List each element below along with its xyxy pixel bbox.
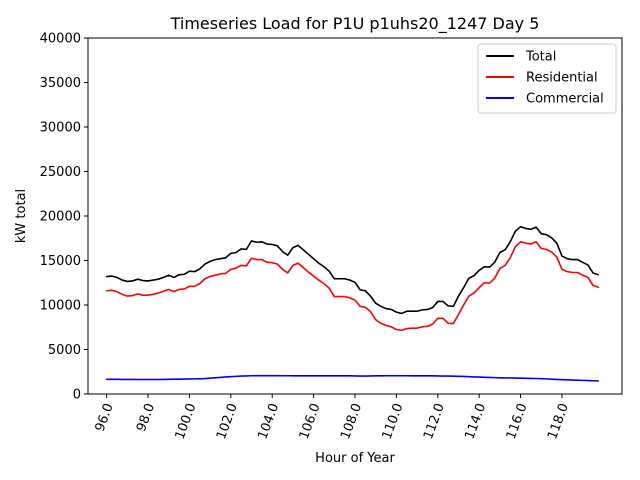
y-axis-ticks: 0 5000 10000 15000 20000 25000 30000 35000 40000 <box>40 32 88 403</box>
y-tick-label: 0 <box>73 388 81 403</box>
series-layer <box>105 225 600 382</box>
y-tick-label: 35000 <box>40 76 81 91</box>
legend-box <box>477 43 617 114</box>
legend-entries: Total Residential Commercial <box>486 50 604 107</box>
series-line-total <box>105 225 600 315</box>
y-tick-label: 20000 <box>40 210 81 225</box>
legend-label-commercial: Commercial <box>526 92 604 107</box>
y-tick-label: 10000 <box>40 299 81 314</box>
chart-title: Timeseries Load for P1U p1uhs20_1247 Day… <box>170 14 540 34</box>
y-tick-label: 40000 <box>40 32 81 47</box>
y-tick-label: 30000 <box>40 121 81 136</box>
y-axis-label: kW total <box>14 189 29 243</box>
legend-label-total: Total <box>525 50 556 65</box>
y-tick-label: 15000 <box>40 254 81 269</box>
legend: Total Residential Commercial <box>477 43 617 114</box>
series-line-commercial <box>105 374 600 382</box>
y-tick-label: 25000 <box>40 165 81 180</box>
x-axis-label: Hour of Year <box>315 451 395 466</box>
legend-label-residential: Residential <box>526 71 598 86</box>
y-tick-label: 5000 <box>48 343 81 358</box>
series-line-residential <box>105 241 600 332</box>
